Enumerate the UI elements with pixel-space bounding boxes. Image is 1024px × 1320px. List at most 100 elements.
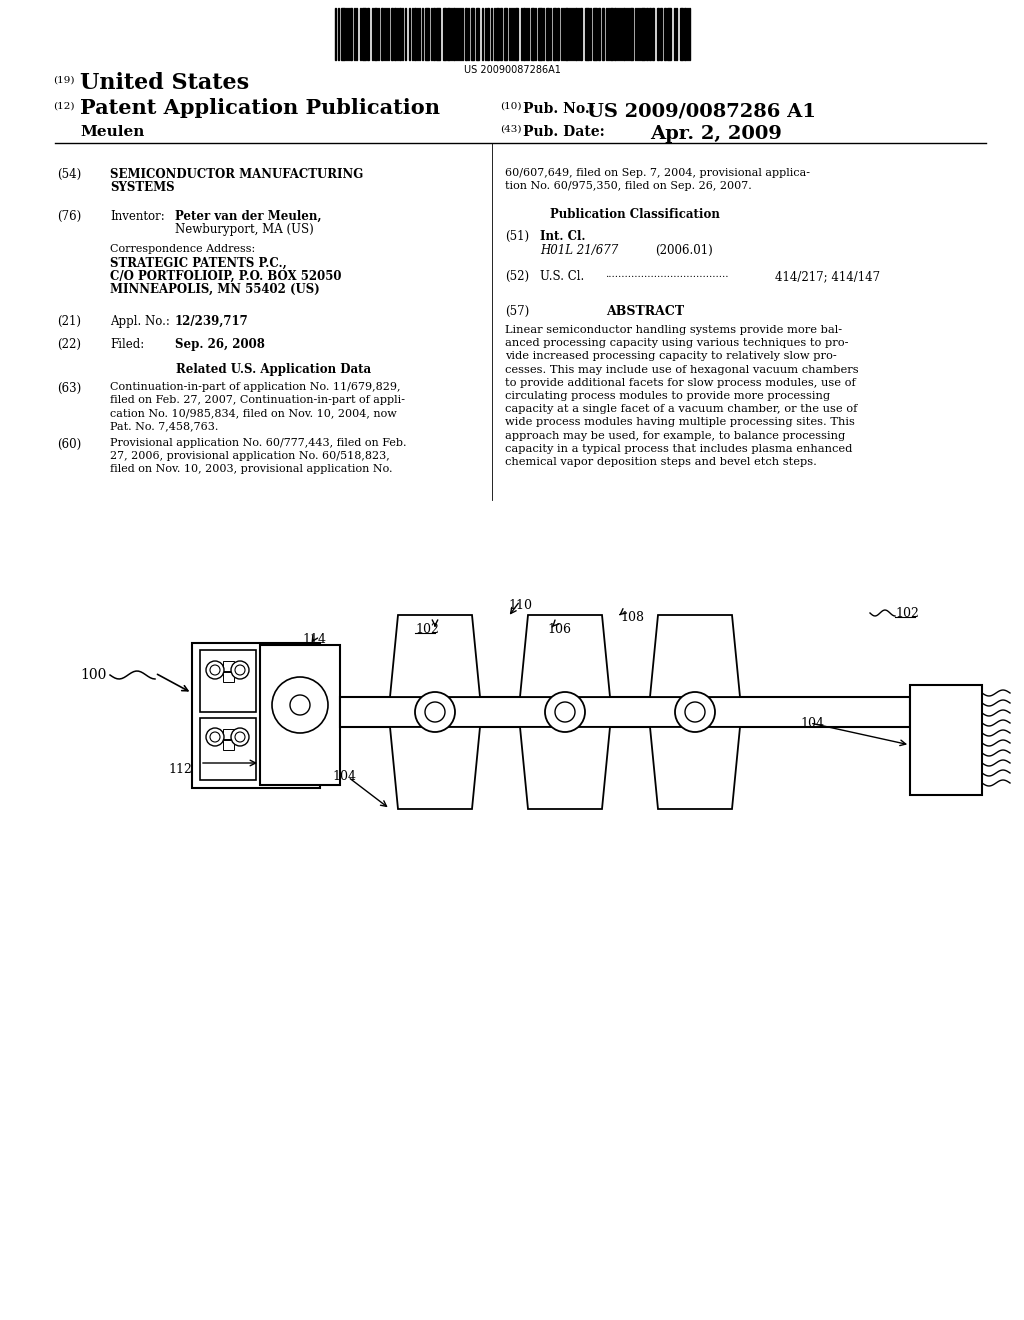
Bar <box>362 8 366 59</box>
Bar <box>565 8 568 59</box>
Bar <box>341 8 345 59</box>
Text: (10): (10) <box>500 102 521 111</box>
Text: chemical vapor deposition steps and bevel etch steps.: chemical vapor deposition steps and beve… <box>505 457 817 467</box>
Text: (63): (63) <box>57 381 81 395</box>
Text: filed on Nov. 10, 2003, provisional application No.: filed on Nov. 10, 2003, provisional appl… <box>110 465 392 474</box>
Text: cesses. This may include use of hexagonal vacuum chambers: cesses. This may include use of hexagona… <box>505 364 859 375</box>
Circle shape <box>545 692 585 733</box>
Bar <box>684 8 686 59</box>
Text: Pat. No. 7,458,763.: Pat. No. 7,458,763. <box>110 421 218 432</box>
Bar <box>553 8 556 59</box>
Bar <box>630 8 633 59</box>
Bar <box>381 8 383 59</box>
Text: United States: United States <box>80 73 249 94</box>
Bar <box>610 8 613 59</box>
Text: approach may be used, for example, to balance processing: approach may be used, for example, to ba… <box>505 430 845 441</box>
Bar <box>660 8 662 59</box>
Bar <box>580 8 582 59</box>
Text: wide process modules having multiple processing sites. This: wide process modules having multiple pro… <box>505 417 855 428</box>
Text: 106: 106 <box>547 623 571 636</box>
Bar <box>200 718 256 780</box>
Bar <box>433 8 435 59</box>
Bar <box>340 697 910 727</box>
Text: capacity at a single facet of a vacuum chamber, or the use of: capacity at a single facet of a vacuum c… <box>505 404 857 414</box>
Bar <box>200 649 256 711</box>
Bar <box>531 8 534 59</box>
Bar <box>487 8 489 59</box>
Text: 112: 112 <box>168 763 191 776</box>
Text: (57): (57) <box>505 305 529 318</box>
Text: Pub. No.:: Pub. No.: <box>523 102 595 116</box>
Text: Meulen: Meulen <box>80 125 144 139</box>
Text: Int. Cl.: Int. Cl. <box>540 230 586 243</box>
Text: Newburyport, MA (US): Newburyport, MA (US) <box>175 223 313 236</box>
Text: (43): (43) <box>500 125 521 135</box>
Circle shape <box>685 702 705 722</box>
Bar <box>623 8 625 59</box>
Bar <box>443 8 446 59</box>
Text: (76): (76) <box>57 210 81 223</box>
Bar <box>465 8 467 59</box>
Bar <box>476 8 479 59</box>
Circle shape <box>234 665 245 675</box>
Text: anced processing capacity using various techniques to pro-: anced processing capacity using various … <box>505 338 849 348</box>
Bar <box>646 8 648 59</box>
Bar <box>515 8 518 59</box>
Bar <box>391 8 393 59</box>
Bar <box>496 8 499 59</box>
Bar <box>538 8 542 59</box>
Text: 110: 110 <box>508 599 532 612</box>
Circle shape <box>231 661 249 678</box>
Text: 414/217; 414/147: 414/217; 414/147 <box>775 271 880 282</box>
Text: 114: 114 <box>302 634 326 645</box>
Text: capacity in a typical process that includes plasma enhanced: capacity in a typical process that inclu… <box>505 444 852 454</box>
Text: U.S. Cl.: U.S. Cl. <box>540 271 585 282</box>
Bar <box>471 8 474 59</box>
Text: (60): (60) <box>57 438 81 451</box>
Bar <box>500 8 502 59</box>
Circle shape <box>415 692 455 733</box>
Bar <box>585 8 589 59</box>
Text: Related U.S. Application Data: Related U.S. Application Data <box>176 363 371 376</box>
Circle shape <box>210 733 220 742</box>
Text: ABSTRACT: ABSTRACT <box>606 305 684 318</box>
Circle shape <box>210 665 220 675</box>
Circle shape <box>272 677 328 733</box>
Text: (19): (19) <box>53 77 75 84</box>
Text: 100: 100 <box>80 668 106 682</box>
Bar <box>453 8 455 59</box>
Bar <box>414 8 416 59</box>
Bar <box>667 8 671 59</box>
Text: cation No. 10/985,834, filed on Nov. 10, 2004, now: cation No. 10/985,834, filed on Nov. 10,… <box>110 408 396 418</box>
Text: (51): (51) <box>505 230 529 243</box>
Bar <box>602 8 604 59</box>
Bar <box>575 8 577 59</box>
Text: (12): (12) <box>53 102 75 111</box>
Bar <box>350 8 352 59</box>
Bar <box>425 8 429 59</box>
Text: Publication Classification: Publication Classification <box>550 209 720 220</box>
Circle shape <box>234 733 245 742</box>
Bar <box>593 8 597 59</box>
Bar <box>598 8 600 59</box>
Polygon shape <box>390 615 480 697</box>
Text: Patent Application Publication: Patent Application Publication <box>80 98 440 117</box>
Text: Inventor:: Inventor: <box>110 210 165 223</box>
Text: 102: 102 <box>415 623 439 636</box>
Bar <box>399 8 401 59</box>
Bar <box>649 8 651 59</box>
Circle shape <box>290 696 310 715</box>
Circle shape <box>206 729 224 746</box>
Bar <box>223 661 234 671</box>
Circle shape <box>675 692 715 733</box>
Text: 102: 102 <box>895 607 919 620</box>
Text: Provisional application No. 60/777,443, filed on Feb.: Provisional application No. 60/777,443, … <box>110 438 407 447</box>
Circle shape <box>555 702 575 722</box>
Text: ......................................: ...................................... <box>605 271 728 279</box>
Polygon shape <box>390 727 480 809</box>
Text: vide increased processing capacity to relatively slow pro-: vide increased processing capacity to re… <box>505 351 837 362</box>
Text: (52): (52) <box>505 271 529 282</box>
Circle shape <box>206 661 224 678</box>
Text: US 20090087286A1: US 20090087286A1 <box>464 65 560 75</box>
Text: 27, 2006, provisional application No. 60/518,823,: 27, 2006, provisional application No. 60… <box>110 451 390 461</box>
